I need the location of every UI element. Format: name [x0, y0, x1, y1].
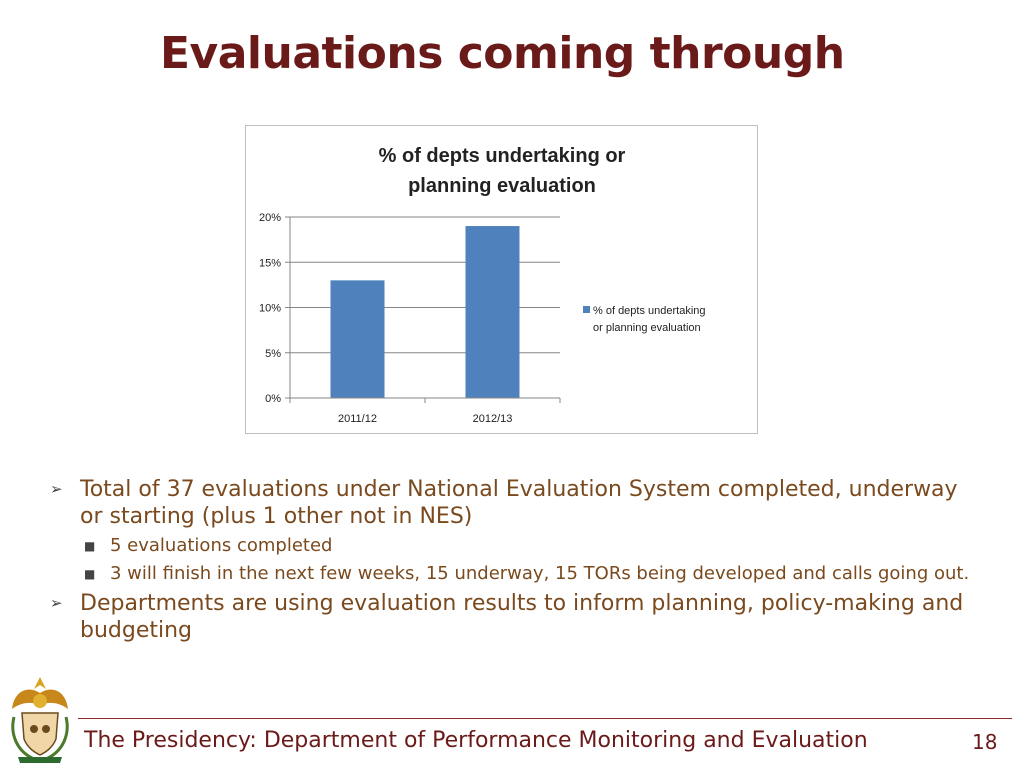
- legend-swatch: [583, 306, 590, 313]
- y-tick-label: 20%: [259, 212, 281, 224]
- bullet-text: Departments are using evaluation results…: [80, 591, 964, 643]
- sub-bullet-item: ■ 3 will finish in the next few weeks, 15…: [48, 562, 978, 586]
- y-tick-label: 15%: [259, 257, 281, 269]
- legend-label: % of depts undertaking or planning evalua…: [593, 305, 706, 334]
- arrow-bullet-icon: ➢: [50, 594, 63, 612]
- bullet-item: ➢ Departments are using evaluation result…: [48, 590, 978, 644]
- page-number: 18: [972, 730, 998, 754]
- square-bullet-icon: ■: [84, 567, 96, 581]
- y-tick-label: 5%: [265, 348, 281, 360]
- bullet-item: ➢ Total of 37 evaluations under National …: [48, 476, 978, 530]
- sub-bullet-text: 5 evaluations completed: [110, 535, 333, 556]
- bar-chart: % of depts undertaking or planning evalua…: [259, 145, 706, 425]
- footer-divider: [78, 718, 1012, 719]
- chart-title: % of depts undertaking or planning evalua…: [379, 145, 626, 197]
- y-tick-label: 0%: [265, 393, 281, 405]
- sub-bullet-text: 3 will finish in the next few weeks, 15 …: [110, 563, 970, 584]
- bullet-list: ➢ Total of 37 evaluations under National …: [48, 476, 978, 648]
- bullet-text: Total of 37 evaluations under National E…: [80, 477, 958, 529]
- bar: [330, 280, 385, 398]
- x-tick-label: 2011/12: [338, 413, 377, 425]
- footer-text: The Presidency: Department of Performanc…: [84, 728, 868, 753]
- bar: [465, 226, 520, 398]
- x-tick-label: 2012/13: [473, 413, 513, 425]
- chart-container: % of depts undertaking or planning evalua…: [245, 125, 758, 434]
- slide-title: Evaluations coming through: [160, 28, 845, 79]
- y-tick-label: 10%: [259, 303, 281, 315]
- coat-of-arms-icon: [11, 677, 69, 763]
- arrow-bullet-icon: ➢: [50, 480, 63, 498]
- square-bullet-icon: ■: [84, 539, 96, 553]
- sub-bullet-item: ■ 5 evaluations completed: [48, 534, 978, 558]
